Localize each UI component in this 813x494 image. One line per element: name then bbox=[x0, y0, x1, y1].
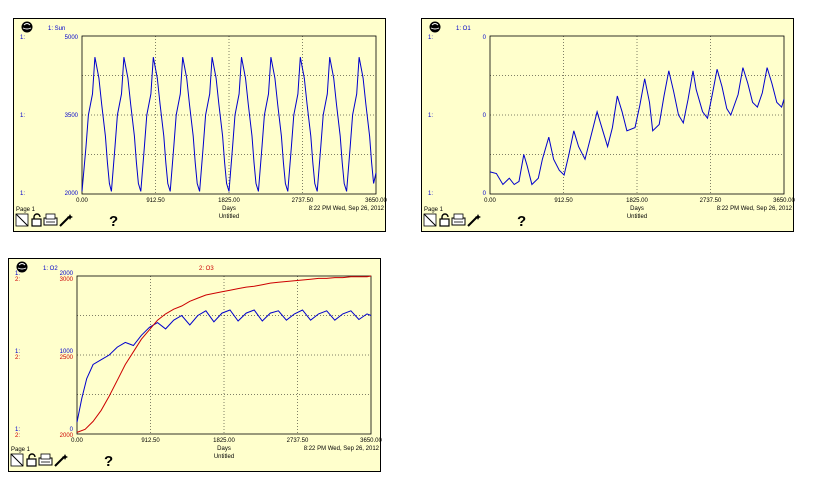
graph-subtitle: Untitled bbox=[219, 214, 239, 220]
x-tick-label: 1825.00 bbox=[218, 198, 240, 204]
y-tick-label: 0 bbox=[483, 191, 487, 197]
globe-icon[interactable] bbox=[21, 21, 33, 33]
x-tick-label: 3650.00 bbox=[365, 198, 387, 204]
y-axis-marker: 1: bbox=[428, 113, 433, 119]
graph-svg: 1: O1 0 1: 0 1: 0 1: 0.00 912.50 1825.00 2737.50 36… bbox=[423, 21, 795, 230]
x-tick-label: 1825.00 bbox=[213, 438, 235, 444]
x-tick-label: 0.00 bbox=[484, 198, 496, 204]
y-tick-label: 3500 bbox=[65, 113, 79, 119]
timestamp: 8:22 PM Wed, Sep 26, 2012 bbox=[717, 206, 793, 212]
graph-panel-o2-o3: 1: O2 2: O3 2000 1: 1000 1: 0 1: 3000 2: 2500 2: 200… bbox=[8, 258, 382, 472]
y-axis-marker: 1: bbox=[20, 191, 25, 197]
page-select-icon[interactable] bbox=[15, 213, 29, 227]
y-tick-label: 0 bbox=[483, 35, 487, 41]
series-name-label: 1: Sun bbox=[48, 26, 65, 32]
page-label: Page 1 bbox=[11, 447, 31, 453]
y-axis-marker: 1: bbox=[15, 271, 20, 277]
x-tick-label: 0.00 bbox=[76, 198, 88, 204]
lock-icon[interactable] bbox=[439, 213, 450, 227]
y-axis-marker: 2: bbox=[15, 355, 20, 361]
series-line bbox=[76, 275, 372, 433]
y-axis-marker: 2: bbox=[15, 277, 20, 283]
x-axis-label: Days bbox=[222, 206, 236, 212]
x-axis-label: Days bbox=[630, 206, 644, 212]
x-tick-label: 912.50 bbox=[554, 198, 573, 204]
series-line bbox=[489, 67, 785, 186]
x-tick-label: 2737.50 bbox=[287, 438, 309, 444]
series-line bbox=[76, 309, 372, 423]
y-tick-label: 2000 bbox=[65, 191, 79, 197]
lock-icon[interactable] bbox=[26, 453, 37, 467]
y-axis-marker: 1: bbox=[15, 349, 20, 355]
y-tick-label: 2000 bbox=[60, 271, 74, 277]
graph-subtitle: Untitled bbox=[627, 214, 647, 220]
y-axis-marker: 1: bbox=[20, 35, 25, 41]
y-axis-marker: 1: bbox=[20, 113, 25, 119]
print-icon[interactable] bbox=[451, 213, 466, 226]
lock-icon[interactable] bbox=[31, 213, 42, 227]
graph-subtitle: Untitled bbox=[214, 454, 234, 460]
x-tick-label: 3650.00 bbox=[360, 438, 382, 444]
x-tick-label: 912.50 bbox=[141, 438, 160, 444]
timestamp: 8:22 PM Wed, Sep 26, 2012 bbox=[304, 446, 380, 452]
wand-icon[interactable] bbox=[59, 214, 73, 227]
y-axis-marker: 1: bbox=[15, 427, 20, 433]
help-icon[interactable]: ? bbox=[109, 213, 118, 230]
x-tick-label: 912.50 bbox=[146, 198, 165, 204]
x-axis-label: Days bbox=[217, 446, 231, 452]
y-tick-label: 0 bbox=[70, 427, 74, 433]
y-axis-marker: 1: bbox=[428, 35, 433, 41]
graph-svg: 1: O2 2: O3 2000 1: 1000 1: 0 1: 3000 2: 2500 2: 200… bbox=[10, 261, 382, 470]
y-axis-marker: 1: bbox=[428, 191, 433, 197]
timestamp: 8:22 PM Wed, Sep 26, 2012 bbox=[309, 206, 385, 212]
y-tick-label: 2000 bbox=[60, 433, 74, 439]
page-label: Page 1 bbox=[424, 207, 444, 213]
x-tick-label: 2737.50 bbox=[292, 198, 314, 204]
x-tick-label: 2737.50 bbox=[700, 198, 722, 204]
wand-icon[interactable] bbox=[467, 214, 481, 227]
series-name-label: 2: O3 bbox=[199, 266, 214, 272]
page-select-icon[interactable] bbox=[10, 453, 24, 467]
series-line bbox=[81, 57, 377, 192]
y-tick-label: 5000 bbox=[65, 35, 79, 41]
x-tick-label: 3650.00 bbox=[773, 198, 795, 204]
series-name-label: 1: O1 bbox=[456, 26, 471, 32]
globe-icon[interactable] bbox=[16, 261, 28, 273]
y-axis-marker: 2: bbox=[15, 433, 20, 439]
print-icon[interactable] bbox=[38, 453, 53, 466]
x-tick-label: 0.00 bbox=[71, 438, 83, 444]
print-icon[interactable] bbox=[43, 213, 58, 226]
graph-panel-o1: 1: O1 0 1: 0 1: 0 1: 0.00 912.50 1825.00 2737.50 36… bbox=[421, 18, 795, 232]
help-icon[interactable]: ? bbox=[104, 453, 113, 470]
y-tick-label: 2500 bbox=[60, 355, 74, 361]
page-label: Page 1 bbox=[16, 207, 36, 213]
y-tick-label: 3000 bbox=[60, 277, 74, 283]
globe-icon[interactable] bbox=[429, 21, 441, 33]
y-tick-label: 0 bbox=[483, 113, 487, 119]
wand-icon[interactable] bbox=[54, 454, 68, 467]
y-tick-label: 1000 bbox=[60, 349, 74, 355]
help-icon[interactable]: ? bbox=[517, 213, 526, 230]
x-tick-label: 1825.00 bbox=[626, 198, 648, 204]
page-select-icon[interactable] bbox=[423, 213, 437, 227]
graph-panel-sun: 1: Sun 5000 1: 3500 1: 2000 1: 0.00 912.50 1825.0… bbox=[13, 18, 387, 232]
series-name-label: 1: O2 bbox=[43, 266, 58, 272]
